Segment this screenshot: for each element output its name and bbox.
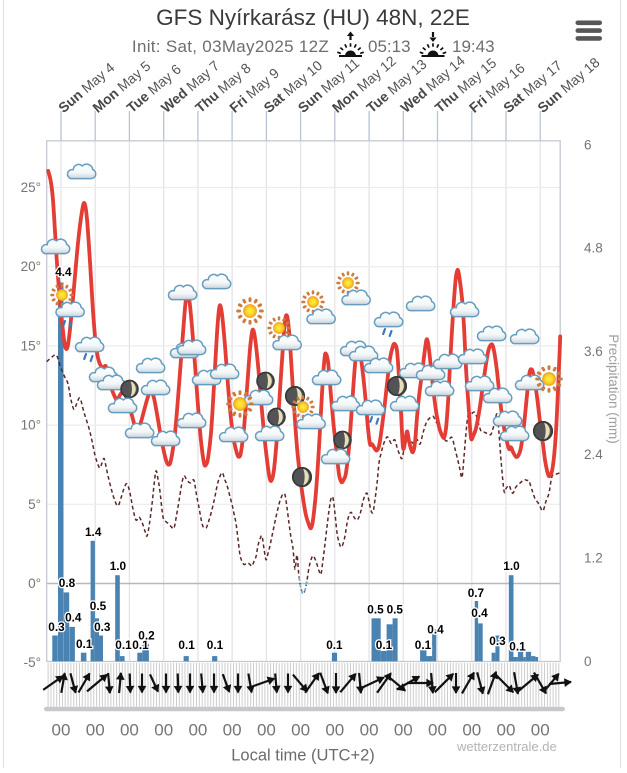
svg-text:0.4: 0.4	[471, 606, 488, 620]
svg-text:00: 00	[325, 721, 344, 740]
svg-text:1.2: 1.2	[584, 551, 603, 566]
svg-text:0.1: 0.1	[132, 638, 149, 652]
svg-text:0.5: 0.5	[367, 603, 384, 617]
svg-text:4.4: 4.4	[55, 265, 72, 279]
svg-text:0.3: 0.3	[94, 620, 111, 634]
svg-text:00: 00	[497, 721, 516, 740]
svg-text:4.8: 4.8	[584, 241, 603, 256]
svg-text:GFS Nyírkarász (HU) 48N, 22E: GFS Nyírkarász (HU) 48N, 22E	[156, 5, 470, 30]
svg-text:6: 6	[584, 137, 592, 152]
svg-text:5°: 5°	[28, 497, 41, 512]
svg-text:0.1: 0.1	[115, 638, 132, 652]
svg-text:00: 00	[360, 721, 379, 740]
svg-text:10°: 10°	[21, 418, 41, 433]
svg-text:00: 00	[154, 721, 173, 740]
svg-text:0.4: 0.4	[427, 623, 444, 637]
svg-text:00: 00	[462, 721, 481, 740]
svg-text:25°: 25°	[21, 180, 41, 195]
svg-text:2.4: 2.4	[584, 447, 603, 462]
svg-text:0.3: 0.3	[48, 620, 65, 634]
svg-text:0.1: 0.1	[326, 638, 343, 652]
svg-text:0.1: 0.1	[509, 640, 526, 654]
svg-text:3.6: 3.6	[584, 344, 603, 359]
svg-text:0.4: 0.4	[65, 611, 82, 625]
svg-text:0.1: 0.1	[207, 638, 224, 652]
svg-text:0.1: 0.1	[376, 638, 393, 652]
svg-text:0.1: 0.1	[415, 638, 432, 652]
svg-text:Init: Sat, 03May2025 12Z: Init: Sat, 03May2025 12Z	[132, 37, 329, 56]
svg-text:00: 00	[257, 721, 276, 740]
svg-text:1.0: 1.0	[503, 559, 520, 573]
svg-text:Local time (UTC+2): Local time (UTC+2)	[231, 747, 375, 765]
svg-text:00: 00	[120, 721, 139, 740]
svg-text:Precipitation (mm): Precipitation (mm)	[606, 334, 621, 444]
svg-text:-5°: -5°	[24, 655, 41, 670]
svg-text:15°: 15°	[21, 338, 41, 353]
svg-text:0.2: 0.2	[138, 629, 155, 643]
svg-text:00: 00	[428, 721, 447, 740]
svg-text:0.5: 0.5	[90, 599, 107, 613]
svg-text:00: 00	[52, 721, 71, 740]
svg-text:0°: 0°	[28, 576, 41, 591]
svg-text:0.7: 0.7	[468, 586, 485, 600]
svg-text:1.0: 1.0	[110, 559, 127, 573]
svg-text:wetterzentrale.de: wetterzentrale.de	[456, 739, 557, 754]
svg-text:0.1: 0.1	[76, 637, 93, 651]
svg-text:1.4: 1.4	[85, 525, 102, 539]
svg-text:0.8: 0.8	[59, 576, 76, 590]
svg-text:00: 00	[531, 721, 550, 740]
svg-text:05:13: 05:13	[368, 37, 411, 56]
svg-text:00: 00	[86, 721, 105, 740]
svg-text:00: 00	[394, 721, 413, 740]
svg-text:0.3: 0.3	[489, 634, 506, 648]
svg-text:00: 00	[291, 721, 310, 740]
svg-text:0.5: 0.5	[387, 603, 404, 617]
svg-text:00: 00	[188, 721, 207, 740]
svg-text:00: 00	[223, 721, 242, 740]
svg-text:0.1: 0.1	[178, 638, 195, 652]
svg-text:0: 0	[584, 654, 592, 669]
svg-text:19:43: 19:43	[452, 37, 495, 56]
svg-text:20°: 20°	[21, 259, 41, 274]
